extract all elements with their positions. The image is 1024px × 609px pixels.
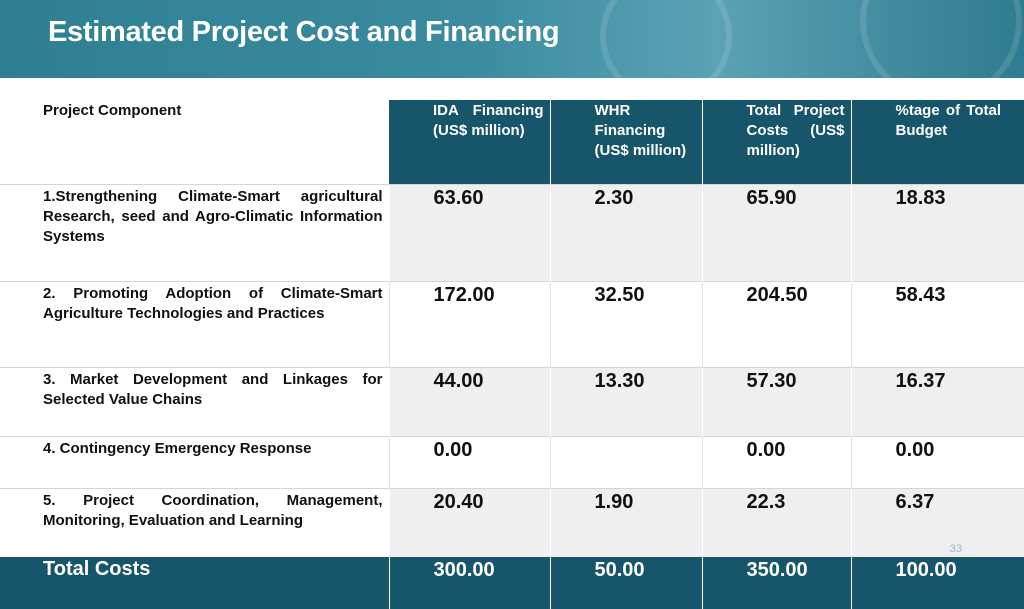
- table-row: 1.Strengthening Climate-Smart agricultur…: [0, 184, 1024, 282]
- component-cell: 3. Market Development and Linkages for S…: [0, 367, 389, 437]
- component-cell: 2. Promoting Adoption of Climate-Smart A…: [0, 281, 389, 368]
- total-cell: 22.3: [701, 488, 851, 557]
- percent-cell: 58.43: [850, 281, 1024, 368]
- page-number: 33: [949, 543, 962, 555]
- percent-cell: 0.00: [850, 436, 1024, 489]
- table-row: 4. Contingency Emergency Response 0.00 0…: [0, 436, 1024, 489]
- slide-header: Estimated Project Cost and Financing: [0, 0, 1024, 78]
- table-header-row: Project Component IDA Financing (US$ mil…: [0, 100, 1024, 185]
- table-row: 5. Project Coordination, Management, Mon…: [0, 488, 1024, 557]
- ida-cell: 20.40: [388, 488, 550, 557]
- total-row: Total Costs 300.00 50.00 350.00 100.00: [0, 557, 1024, 609]
- header-total-project-costs: Total Project Costs (US$ million): [702, 100, 852, 185]
- whr-cell: 32.50: [549, 281, 702, 368]
- total-total-cell: 350.00: [701, 557, 851, 609]
- decorative-circle: [600, 0, 732, 78]
- total-percent-cell: 100.00: [850, 557, 1024, 609]
- total-whr-cell: 50.00: [549, 557, 702, 609]
- decorative-circle: [860, 0, 1022, 78]
- header-project-component: Project Component: [0, 100, 389, 185]
- whr-cell: [549, 436, 702, 489]
- whr-cell: 1.90: [549, 488, 702, 557]
- cost-table: Project Component IDA Financing (US$ mil…: [0, 100, 1024, 609]
- ida-cell: 172.00: [388, 281, 550, 368]
- ida-cell: 44.00: [388, 367, 550, 437]
- total-cell: 0.00: [701, 436, 851, 489]
- ida-cell: 0.00: [388, 436, 550, 489]
- slide-title: Estimated Project Cost and Financing: [48, 16, 560, 48]
- component-cell: 1.Strengthening Climate-Smart agricultur…: [0, 184, 389, 282]
- header-whr-financing: WHR Financing (US$ million): [550, 100, 703, 185]
- percent-cell: 18.83: [850, 184, 1024, 282]
- total-ida-cell: 300.00: [388, 557, 550, 609]
- header-ida-financing: IDA Financing (US$ million): [389, 100, 551, 185]
- table-row: 3. Market Development and Linkages for S…: [0, 367, 1024, 437]
- whr-cell: 13.30: [549, 367, 702, 437]
- total-label: Total Costs: [0, 557, 389, 609]
- component-cell: 4. Contingency Emergency Response: [0, 436, 389, 489]
- component-cell: 5. Project Coordination, Management, Mon…: [0, 488, 389, 557]
- header-percent-total-budget: %tage of Total Budget: [851, 100, 1024, 185]
- table-row: 2. Promoting Adoption of Climate-Smart A…: [0, 281, 1024, 368]
- total-cell: 65.90: [701, 184, 851, 282]
- total-cell: 57.30: [701, 367, 851, 437]
- ida-cell: 63.60: [388, 184, 550, 282]
- whr-cell: 2.30: [549, 184, 702, 282]
- total-cell: 204.50: [701, 281, 851, 368]
- percent-cell: 16.37: [850, 367, 1024, 437]
- percent-cell: 6.37: [850, 488, 1024, 557]
